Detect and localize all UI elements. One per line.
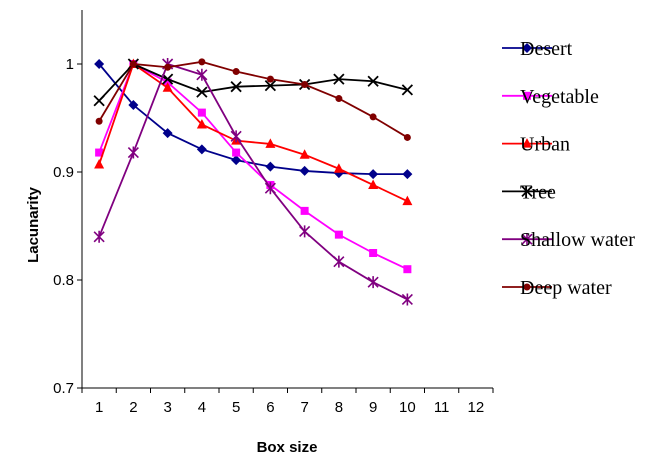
data-point-desert	[402, 169, 413, 180]
data-point-desert	[196, 144, 207, 155]
data-point-desert	[94, 59, 105, 69]
series-layer	[93, 58, 414, 306]
legend-item-vegetable: Vegetable	[502, 86, 599, 108]
data-point-desert	[231, 155, 242, 166]
data-point-vegetable	[300, 206, 309, 215]
series-tree	[93, 58, 414, 107]
x-tick-label: 7	[300, 399, 308, 416]
data-point-deep-water	[95, 117, 103, 125]
axes: 0.70.80.911 2 3 4 5 6 7 8 9 10 11 12	[53, 10, 494, 416]
data-point-urban	[333, 163, 344, 173]
data-point-shallow-water	[264, 182, 276, 195]
legend-label-desert: Desert	[520, 38, 573, 60]
data-point-urban	[162, 82, 173, 92]
data-point-deep-water	[266, 75, 274, 83]
data-point-urban	[299, 149, 310, 159]
legend-label-deep-water: Deep water	[520, 277, 612, 299]
data-point-shallow-water	[299, 225, 311, 238]
data-point-shallow-water	[367, 276, 379, 289]
data-point-tree	[367, 75, 379, 87]
data-point-deep-water	[335, 95, 343, 103]
legend-label-urban: Urban	[520, 134, 570, 156]
data-point-deep-water	[232, 68, 240, 76]
data-point-vegetable	[197, 108, 206, 117]
x-tick-label: 8	[335, 399, 343, 416]
x-tick-label: 5	[232, 399, 240, 416]
data-point-deep-water	[164, 63, 172, 71]
x-tick-label: 6	[266, 399, 274, 416]
series-line-vegetable	[98, 62, 408, 271]
legend-marker-shallow-water	[521, 233, 533, 246]
y-tick-label: 1	[66, 56, 74, 73]
series-line-shallow-water	[98, 62, 408, 301]
legend-item-shallow-water: Shallow water	[502, 229, 635, 251]
data-point-desert	[162, 128, 173, 139]
data-point-desert	[368, 169, 379, 180]
data-point-deep-water	[369, 113, 377, 121]
data-point-vegetable	[403, 265, 412, 274]
data-point-shallow-water	[333, 255, 345, 268]
data-point-deep-water	[129, 60, 137, 68]
x-axis-title: Box size	[257, 439, 318, 456]
x-tick-label: 9	[369, 399, 377, 416]
series-line-deep-water	[98, 60, 408, 139]
legend-marker-deep-water	[523, 283, 531, 291]
series-line-urban	[98, 62, 408, 202]
data-point-shallow-water	[230, 130, 242, 143]
legend-marker-desert	[522, 43, 532, 53]
data-point-deep-water	[403, 133, 411, 141]
data-point-urban	[265, 138, 276, 148]
legend-label-tree: Tree	[520, 181, 556, 203]
data-point-vegetable	[95, 148, 104, 157]
data-point-shallow-water	[93, 230, 105, 243]
data-point-shallow-water	[196, 68, 208, 81]
legend-item-desert: Desert	[502, 38, 573, 60]
x-tick-label: 2	[129, 399, 137, 416]
data-point-deep-water	[198, 58, 206, 66]
data-point-urban	[196, 118, 207, 129]
data-point-desert	[265, 161, 276, 172]
series-deep-water	[95, 58, 411, 141]
y-axis-title: Lacunarity	[25, 186, 42, 263]
legend-marker-urban	[522, 138, 532, 148]
x-tick-label: 1	[95, 399, 103, 416]
data-point-urban	[402, 195, 413, 206]
data-point-tree	[230, 81, 242, 93]
x-tick-label: 3	[163, 399, 171, 416]
legend-marker-tree	[521, 185, 533, 198]
data-point-shallow-water	[127, 146, 139, 159]
legend-label-shallow-water: Shallow water	[520, 229, 635, 251]
x-tick-label: 10	[399, 399, 416, 416]
data-point-deep-water	[301, 81, 309, 89]
data-point-tree	[264, 79, 277, 92]
legend-item-deep-water: Deep water	[502, 277, 612, 299]
y-tick-label: 0.9	[53, 164, 74, 181]
data-point-vegetable	[369, 249, 378, 257]
y-tick-label: 0.8	[53, 272, 74, 289]
data-point-shallow-water	[401, 293, 413, 306]
data-point-urban	[368, 179, 379, 189]
legend-item-tree: Tree	[502, 181, 556, 203]
data-point-desert	[128, 100, 139, 111]
data-point-tree	[93, 95, 105, 107]
x-tick-label: 12	[468, 399, 485, 416]
data-point-desert	[299, 165, 310, 176]
data-point-urban	[94, 158, 105, 169]
legend-label-vegetable: Vegetable	[520, 86, 599, 108]
series-vegetable	[95, 60, 412, 274]
data-point-tree	[161, 73, 174, 85]
legend-item-urban: Urban	[502, 134, 570, 156]
data-point-tree	[401, 84, 414, 96]
data-point-vegetable	[334, 230, 343, 239]
data-point-tree	[196, 86, 208, 98]
y-tick-label: 0.7	[53, 380, 74, 397]
legend: Desert Vegetable Urban Tree Shallow water Dee…	[502, 38, 635, 299]
series-line-tree	[98, 62, 408, 102]
x-tick-label: 11	[434, 399, 450, 416]
x-tick-label: 4	[198, 399, 206, 416]
data-point-tree	[333, 73, 345, 85]
data-point-vegetable	[232, 148, 241, 157]
legend-marker-vegetable	[523, 91, 531, 100]
